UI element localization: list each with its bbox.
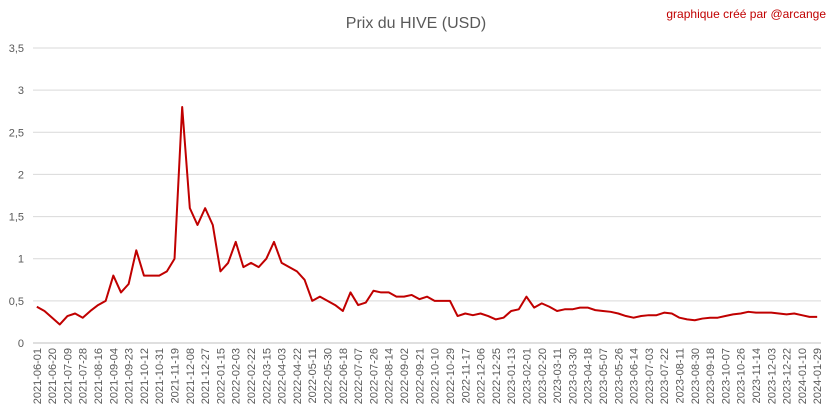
x-tick-label: 2022-06-18 — [338, 348, 350, 404]
x-tick-label: 2022-05-30 — [323, 348, 335, 404]
x-tick-label: 2023-02-20 — [537, 348, 549, 404]
x-tick-label: 2024-01-29 — [812, 348, 824, 404]
x-tick-label: 2022-05-11 — [307, 348, 319, 403]
y-tick-label: 2,5 — [9, 127, 24, 139]
x-tick-label: 2023-08-30 — [690, 348, 702, 404]
x-tick-label: 2022-10-29 — [445, 348, 457, 404]
x-tick-label: 2022-02-22 — [246, 348, 258, 404]
x-tick-label: 2021-09-23 — [124, 348, 136, 404]
x-tick-label: 2023-05-07 — [598, 348, 610, 404]
y-tick-label: 0 — [18, 338, 24, 350]
x-tick-label: 2021-07-28 — [78, 348, 90, 404]
x-tick-label: 2023-08-11 — [674, 348, 686, 403]
y-tick-label: 1 — [18, 254, 24, 266]
x-tick-label: 2021-08-16 — [93, 348, 105, 404]
x-tick-label: 2022-11-17 — [460, 348, 472, 403]
x-tick-label: 2021-10-12 — [139, 348, 151, 404]
x-tick-label: 2021-12-08 — [185, 348, 197, 404]
x-tick-label: 2023-03-11 — [552, 348, 564, 403]
x-tick-label: 2022-12-06 — [476, 348, 488, 404]
y-tick-label: 1,5 — [9, 212, 24, 224]
x-tick-label: 2022-07-07 — [353, 348, 365, 404]
x-tick-label: 2023-11-14 — [751, 348, 763, 403]
x-tick-label: 2021-06-20 — [47, 348, 59, 404]
x-tick-label: 2023-12-22 — [782, 348, 794, 404]
x-tick-label: 2022-04-22 — [292, 348, 304, 404]
x-tick-label: 2021-11-19 — [170, 348, 182, 403]
y-tick-label: 0,5 — [9, 296, 24, 308]
x-tick-label: 2023-03-30 — [567, 348, 579, 404]
x-tick-label: 2023-01-13 — [506, 348, 518, 404]
x-tick-label: 2024-01-10 — [797, 348, 809, 404]
y-tick-label: 2 — [18, 169, 24, 181]
x-tick-label: 2022-07-26 — [368, 348, 380, 404]
x-tick-label: 2022-04-03 — [277, 348, 289, 404]
x-tick-label: 2022-09-21 — [414, 348, 426, 404]
x-tick-label: 2023-10-26 — [736, 348, 748, 404]
x-tick-label: 2021-07-09 — [62, 348, 74, 404]
x-tick-label: 2022-12-25 — [491, 348, 503, 404]
x-tick-label: 2023-09-18 — [705, 348, 717, 404]
y-tick-label: 3,5 — [9, 43, 24, 55]
x-tick-label: 2023-07-22 — [659, 348, 671, 404]
x-tick-label: 2022-02-03 — [231, 348, 243, 404]
x-tick-label: 2022-10-10 — [430, 348, 442, 404]
x-tick-label: 2021-12-27 — [200, 348, 212, 404]
x-tick-label: 2023-05-26 — [613, 348, 625, 404]
x-tick-label: 2023-10-07 — [720, 348, 732, 404]
x-tick-label: 2022-03-15 — [261, 348, 273, 404]
x-tick-label: 2021-06-01 — [32, 348, 44, 404]
x-tick-label: 2022-09-02 — [399, 348, 411, 404]
x-tick-label: 2022-01-15 — [215, 348, 227, 404]
x-tick-label: 2021-09-04 — [108, 348, 120, 404]
price-line — [36, 106, 818, 326]
x-tick-label: 2021-10-31 — [154, 348, 166, 404]
x-tick-label: 2023-04-18 — [583, 348, 595, 404]
x-tick-label: 2023-06-14 — [629, 348, 641, 404]
x-tick-label: 2022-08-14 — [384, 348, 396, 404]
x-tick-label: 2023-07-03 — [644, 348, 656, 404]
x-tick-label: 2023-02-01 — [521, 348, 533, 404]
y-tick-label: 3 — [18, 85, 24, 97]
annotation: graphique créé par @arcange — [666, 7, 826, 21]
chart-title: Prix du HIVE (USD) — [346, 15, 486, 32]
x-tick-label: 2023-12-03 — [766, 348, 778, 404]
